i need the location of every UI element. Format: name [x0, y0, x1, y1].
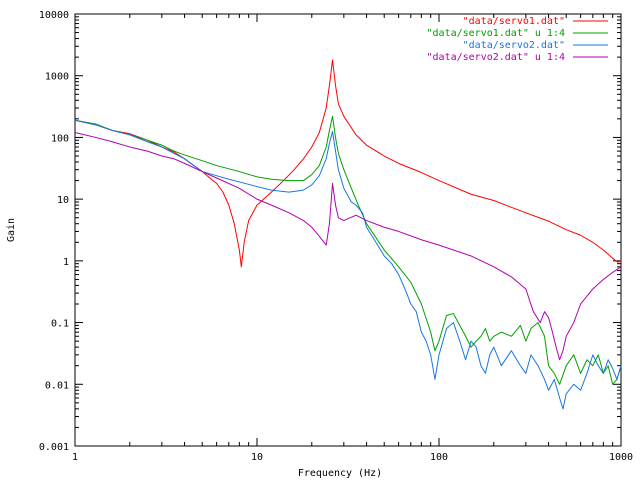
legend: "data/servo1.dat""data/servo1.dat" u 1:4…: [427, 16, 608, 63]
x-tick-label: 100: [430, 452, 448, 463]
data-series: [74, 59, 622, 410]
series-line-1: [74, 59, 622, 268]
x-tick-label: 1000: [609, 452, 633, 463]
x-tick-label: 1: [72, 452, 78, 463]
x-axis-title: Frequency (Hz): [298, 468, 382, 479]
legend-label-4: "data/servo2.dat" u 1:4: [427, 52, 565, 63]
legend-label-3: "data/servo2.dat": [463, 40, 565, 51]
y-axis-title: Gain: [6, 218, 17, 242]
plot-frame: [74, 13, 622, 447]
y-tick-label: 0.001: [39, 442, 69, 453]
x-tick-label: 10: [251, 452, 263, 463]
legend-label-2: "data/servo1.dat" u 1:4: [427, 28, 565, 39]
y-tick-label: 100: [51, 133, 69, 144]
y-tick-label: 1000: [45, 72, 69, 83]
y-tick-label: 10: [57, 195, 69, 206]
y-tick-label: 10000: [39, 10, 69, 21]
y-tick-label: 0.1: [51, 319, 69, 330]
y-tick-label: 0.01: [45, 380, 69, 391]
series-line-2: [74, 115, 622, 385]
axis-ticks: 1 10 100 1000 0.001 0.01 0.1 1 10 100 1000 10000: [39, 10, 633, 463]
series-line-4: [74, 132, 622, 361]
y-tick-label: 1: [63, 257, 69, 268]
series-line-3: [74, 119, 622, 410]
legend-label-1: "data/servo1.dat": [463, 16, 565, 27]
